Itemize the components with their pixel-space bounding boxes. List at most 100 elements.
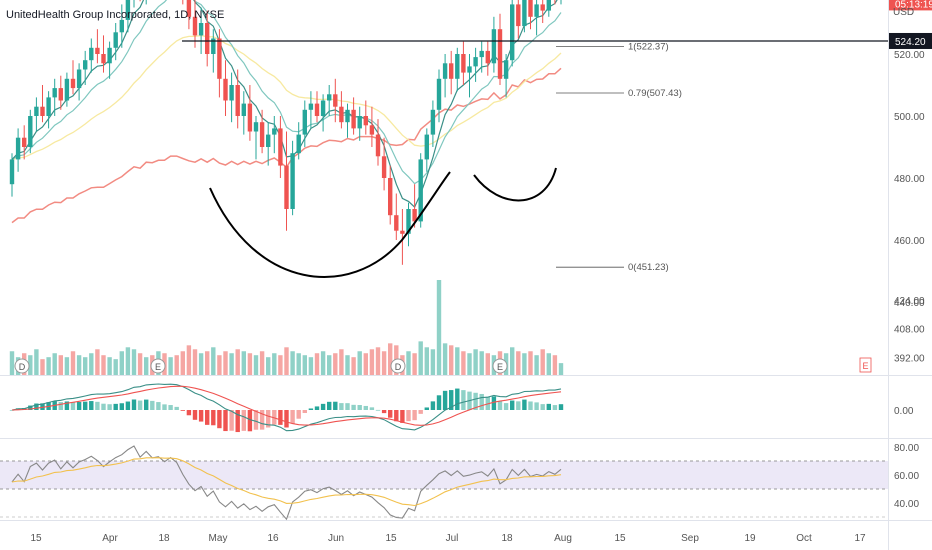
- candle-body[interactable]: [528, 0, 533, 17]
- candle-body[interactable]: [9, 159, 15, 185]
- candle-body[interactable]: [217, 38, 222, 79]
- time-axis-label: Jun: [328, 533, 344, 544]
- cup-curve[interactable]: [209, 171, 451, 278]
- macd-histogram-bar: [290, 410, 295, 424]
- candle-body[interactable]: [479, 50, 484, 58]
- candle-body[interactable]: [485, 50, 490, 64]
- candle-body[interactable]: [412, 209, 417, 222]
- candle-body[interactable]: [388, 178, 393, 216]
- candle-body[interactable]: [522, 0, 527, 27]
- candle-body[interactable]: [308, 103, 314, 110]
- candle-body[interactable]: [107, 47, 112, 64]
- dividend-marker[interactable]: [14, 358, 30, 374]
- candle-body[interactable]: [284, 165, 289, 209]
- candle-body[interactable]: [113, 32, 118, 48]
- candle-body[interactable]: [296, 134, 301, 154]
- candle-body[interactable]: [345, 109, 350, 123]
- candle-body[interactable]: [424, 134, 429, 160]
- macd-histogram-bar: [302, 410, 307, 413]
- candle-body[interactable]: [357, 116, 362, 129]
- candle-body[interactable]: [192, 16, 198, 36]
- handle-curve[interactable]: [473, 167, 557, 202]
- candle-body[interactable]: [467, 66, 472, 73]
- candle-body[interactable]: [540, 4, 545, 11]
- candle-body[interactable]: [455, 54, 460, 79]
- candle-body[interactable]: [266, 134, 271, 147]
- candle-body[interactable]: [229, 85, 234, 101]
- candle-body[interactable]: [40, 106, 45, 116]
- candle-body[interactable]: [76, 69, 82, 89]
- dividend-marker[interactable]: [390, 358, 406, 374]
- candle-body[interactable]: [436, 78, 442, 110]
- candle-body[interactable]: [253, 122, 259, 132]
- candle-body[interactable]: [235, 85, 240, 116]
- time-axis-label: Jul: [446, 533, 459, 544]
- candle-body[interactable]: [278, 128, 283, 166]
- earnings-marker[interactable]: [492, 358, 508, 374]
- candle-body[interactable]: [302, 109, 307, 135]
- candle-body[interactable]: [34, 106, 39, 116]
- candle-body[interactable]: [125, 0, 131, 20]
- candle-body[interactable]: [333, 94, 338, 107]
- candle-body[interactable]: [339, 106, 344, 123]
- macd-histogram-bar: [186, 410, 192, 416]
- candle-body[interactable]: [211, 38, 216, 55]
- candle-body[interactable]: [95, 47, 100, 54]
- candle-body[interactable]: [351, 109, 356, 129]
- candle-body[interactable]: [381, 156, 387, 178]
- candle-body[interactable]: [363, 116, 368, 126]
- candle-body[interactable]: [198, 23, 204, 36]
- candle-body[interactable]: [491, 29, 497, 64]
- candle-body[interactable]: [516, 4, 521, 27]
- macd-histogram-bar: [192, 410, 198, 420]
- candle-body[interactable]: [101, 54, 106, 64]
- candle-body[interactable]: [247, 103, 253, 132]
- candle-body[interactable]: [449, 63, 454, 79]
- candle-body[interactable]: [22, 137, 27, 147]
- candle-body[interactable]: [89, 47, 94, 61]
- candle-body[interactable]: [503, 60, 509, 79]
- rsi-tick-label: 80.00: [894, 443, 919, 454]
- candle-body[interactable]: [400, 230, 405, 234]
- candle-body[interactable]: [15, 137, 21, 160]
- candle-body[interactable]: [442, 63, 448, 79]
- candle-body[interactable]: [369, 125, 375, 135]
- candle-body[interactable]: [406, 209, 411, 234]
- candle-body[interactable]: [461, 54, 466, 73]
- candle-body[interactable]: [259, 122, 265, 147]
- candle-body[interactable]: [205, 23, 210, 54]
- candle-body[interactable]: [418, 159, 423, 222]
- earnings-marker[interactable]: [150, 358, 166, 374]
- macd-histogram-bar: [375, 409, 381, 411]
- candle-body[interactable]: [430, 109, 436, 135]
- candle-body[interactable]: [46, 97, 51, 116]
- candle-body[interactable]: [314, 103, 320, 116]
- candle-body[interactable]: [327, 94, 332, 101]
- candle-body[interactable]: [241, 103, 246, 116]
- candle-body[interactable]: [546, 0, 551, 11]
- candle-body[interactable]: [272, 128, 277, 135]
- candle-body[interactable]: [534, 4, 539, 17]
- candle-body[interactable]: [28, 116, 33, 147]
- candle-body[interactable]: [119, 19, 124, 33]
- candle-body[interactable]: [320, 100, 326, 117]
- candle-body[interactable]: [186, 0, 192, 17]
- candle-body[interactable]: [497, 29, 503, 79]
- volume-bar: [308, 357, 314, 375]
- candle-body[interactable]: [290, 153, 295, 209]
- macd-histogram-bar: [339, 403, 344, 410]
- candle-body[interactable]: [52, 88, 57, 98]
- candle-body[interactable]: [510, 4, 515, 61]
- candle-body[interactable]: [58, 88, 63, 101]
- candle-body[interactable]: [223, 78, 228, 101]
- candle-body[interactable]: [394, 215, 399, 231]
- rsi-tick-label: 40.00: [894, 499, 919, 510]
- future-earnings-marker[interactable]: [859, 357, 872, 373]
- candle-body[interactable]: [375, 134, 381, 157]
- candle-body[interactable]: [83, 60, 88, 70]
- candle-body[interactable]: [64, 78, 70, 101]
- candle-body[interactable]: [70, 78, 76, 89]
- price-tick-label: 392.00: [894, 353, 925, 364]
- candle-body[interactable]: [473, 57, 478, 67]
